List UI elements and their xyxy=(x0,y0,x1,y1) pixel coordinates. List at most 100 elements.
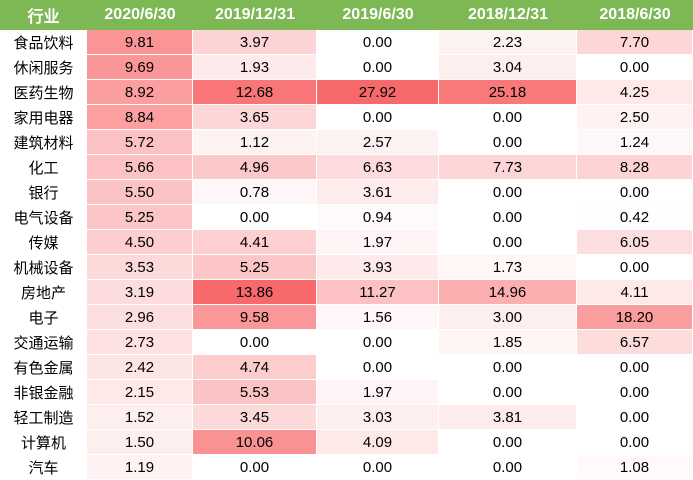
table-row: 休闲服务 9.69 1.93 0.00 3.04 0.00 xyxy=(0,55,693,80)
value-cell: 0.00 xyxy=(193,455,317,480)
value-cell: 8.84 xyxy=(87,105,193,130)
value-cell: 0.94 xyxy=(317,205,439,230)
value-cell: 0.00 xyxy=(577,55,693,80)
industry-label: 交通运输 xyxy=(0,330,87,355)
column-header-industry: 行业 xyxy=(0,0,87,30)
value-cell: 2.73 xyxy=(87,330,193,355)
value-cell: 0.00 xyxy=(577,405,693,430)
table-row: 轻工制造 1.52 3.45 3.03 3.81 0.00 xyxy=(0,405,693,430)
value-cell: 1.50 xyxy=(87,430,193,455)
value-cell: 1.93 xyxy=(193,55,317,80)
value-cell: 2.15 xyxy=(87,380,193,405)
industry-label: 化工 xyxy=(0,155,87,180)
value-cell: 27.92 xyxy=(317,80,439,105)
value-cell: 4.41 xyxy=(193,230,317,255)
value-cell: 0.00 xyxy=(577,355,693,380)
value-cell: 0.00 xyxy=(577,180,693,205)
industry-label: 机械设备 xyxy=(0,255,87,280)
value-cell: 8.92 xyxy=(87,80,193,105)
value-cell: 5.72 xyxy=(87,130,193,155)
value-cell: 0.00 xyxy=(439,230,577,255)
header-row: 行业 2020/6/30 2019/12/31 2019/6/30 2018/12/31… xyxy=(0,0,693,30)
value-cell: 3.65 xyxy=(193,105,317,130)
table-row: 食品饮料 9.81 3.97 0.00 2.23 7.70 xyxy=(0,30,693,55)
table-row: 传媒 4.50 4.41 1.97 0.00 6.05 xyxy=(0,230,693,255)
column-header-date: 2019/6/30 xyxy=(317,0,439,30)
value-cell: 5.25 xyxy=(193,255,317,280)
value-cell: 1.19 xyxy=(87,455,193,480)
value-cell: 5.25 xyxy=(87,205,193,230)
value-cell: 0.00 xyxy=(577,430,693,455)
value-cell: 2.50 xyxy=(577,105,693,130)
value-cell: 1.97 xyxy=(317,380,439,405)
value-cell: 1.85 xyxy=(439,330,577,355)
table-row: 计算机 1.50 10.06 4.09 0.00 0.00 xyxy=(0,430,693,455)
column-header-date: 2019/12/31 xyxy=(193,0,317,30)
value-cell: 3.00 xyxy=(439,305,577,330)
value-cell: 3.45 xyxy=(193,405,317,430)
value-cell: 7.73 xyxy=(439,155,577,180)
value-cell: 3.03 xyxy=(317,405,439,430)
table-row: 电气设备 5.25 0.00 0.94 0.00 0.42 xyxy=(0,205,693,230)
value-cell: 0.00 xyxy=(317,55,439,80)
value-cell: 10.06 xyxy=(193,430,317,455)
table-header: 行业 2020/6/30 2019/12/31 2019/6/30 2018/12/31… xyxy=(0,0,693,30)
value-cell: 1.08 xyxy=(577,455,693,480)
value-cell: 1.73 xyxy=(439,255,577,280)
industry-label: 非银金融 xyxy=(0,380,87,405)
column-header-date: 2018/12/31 xyxy=(439,0,577,30)
industry-label: 建筑材料 xyxy=(0,130,87,155)
table-row: 非银金融 2.15 5.53 1.97 0.00 0.00 xyxy=(0,380,693,405)
value-cell: 5.53 xyxy=(193,380,317,405)
industry-label: 房地产 xyxy=(0,280,87,305)
value-cell: 0.00 xyxy=(317,30,439,55)
value-cell: 11.27 xyxy=(317,280,439,305)
value-cell: 6.05 xyxy=(577,230,693,255)
industry-label: 传媒 xyxy=(0,230,87,255)
value-cell: 0.42 xyxy=(577,205,693,230)
value-cell: 3.81 xyxy=(439,405,577,430)
value-cell: 0.00 xyxy=(439,430,577,455)
industry-label: 汽车 xyxy=(0,455,87,480)
table-row: 医药生物 8.92 12.68 27.92 25.18 4.25 xyxy=(0,80,693,105)
table-row: 化工 5.66 4.96 6.63 7.73 8.28 xyxy=(0,155,693,180)
industry-label: 食品饮料 xyxy=(0,30,87,55)
value-cell: 7.70 xyxy=(577,30,693,55)
value-cell: 0.00 xyxy=(577,380,693,405)
value-cell: 9.58 xyxy=(193,305,317,330)
value-cell: 0.00 xyxy=(577,255,693,280)
value-cell: 1.24 xyxy=(577,130,693,155)
value-cell: 0.00 xyxy=(193,205,317,230)
value-cell: 2.96 xyxy=(87,305,193,330)
value-cell: 4.11 xyxy=(577,280,693,305)
value-cell: 5.66 xyxy=(87,155,193,180)
industry-label: 银行 xyxy=(0,180,87,205)
table-row: 家用电器 8.84 3.65 0.00 0.00 2.50 xyxy=(0,105,693,130)
value-cell: 4.96 xyxy=(193,155,317,180)
value-cell: 0.00 xyxy=(317,105,439,130)
value-cell: 1.52 xyxy=(87,405,193,430)
value-cell: 0.00 xyxy=(439,455,577,480)
value-cell: 3.93 xyxy=(317,255,439,280)
industry-label: 电子 xyxy=(0,305,87,330)
value-cell: 12.68 xyxy=(193,80,317,105)
value-cell: 0.00 xyxy=(439,105,577,130)
value-cell: 0.00 xyxy=(317,455,439,480)
table-row: 银行 5.50 0.78 3.61 0.00 0.00 xyxy=(0,180,693,205)
value-cell: 3.53 xyxy=(87,255,193,280)
value-cell: 5.50 xyxy=(87,180,193,205)
table-row: 汽车 1.19 0.00 0.00 0.00 1.08 xyxy=(0,455,693,480)
table-row: 电子 2.96 9.58 1.56 3.00 18.20 xyxy=(0,305,693,330)
table-body: 食品饮料 9.81 3.97 0.00 2.23 7.70 休闲服务 9.69 1.93 0.00… xyxy=(0,30,693,480)
value-cell: 0.00 xyxy=(439,355,577,380)
industry-label: 休闲服务 xyxy=(0,55,87,80)
value-cell: 0.00 xyxy=(439,205,577,230)
value-cell: 4.50 xyxy=(87,230,193,255)
value-cell: 13.86 xyxy=(193,280,317,305)
value-cell: 0.78 xyxy=(193,180,317,205)
value-cell: 14.96 xyxy=(439,280,577,305)
value-cell: 1.56 xyxy=(317,305,439,330)
value-cell: 6.57 xyxy=(577,330,693,355)
industry-label: 医药生物 xyxy=(0,80,87,105)
